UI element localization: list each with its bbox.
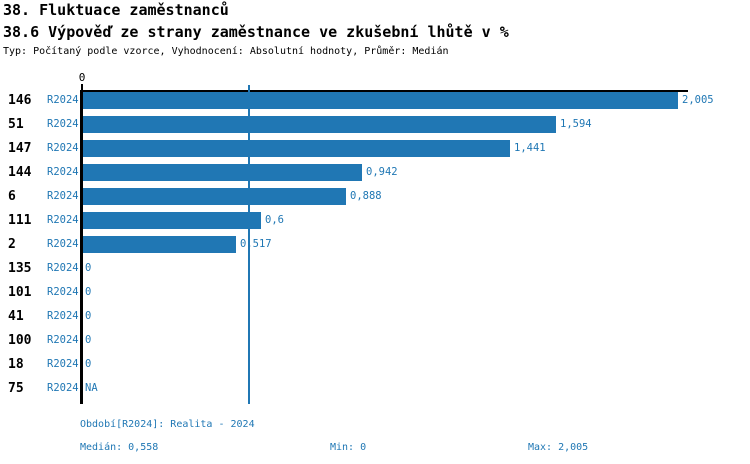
row-value-label: NA: [85, 382, 98, 394]
row-category-label: 75: [8, 381, 24, 396]
chart-row: 75 R2024 NA: [0, 380, 750, 397]
row-series-label: R2024: [47, 262, 79, 274]
row-value-label: 0,888: [350, 190, 382, 202]
row-value-label: 0: [85, 310, 92, 322]
value-bar: [83, 164, 362, 181]
chart-row: 146 R2024 2,005: [0, 92, 750, 109]
row-category-label: 6: [8, 189, 16, 204]
row-category-label: 111: [8, 213, 32, 228]
row-category-label: 147: [8, 141, 32, 156]
row-category-label: 100: [8, 333, 32, 348]
row-category-label: 146: [8, 93, 32, 108]
row-category-label: 101: [8, 285, 32, 300]
row-value-label: 1,594: [560, 118, 592, 130]
row-series-label: R2024: [47, 166, 79, 178]
row-series-label: R2024: [47, 214, 79, 226]
period-label: Období[R2024]: Realita - 2024: [80, 419, 255, 430]
chart-row: 101 R2024 0: [0, 284, 750, 301]
row-value-label: 0: [85, 334, 92, 346]
row-series-label: R2024: [47, 382, 79, 394]
report-title: 38. Fluktuace zaměstnanců: [3, 1, 229, 19]
row-category-label: 135: [8, 261, 32, 276]
x-axis-line: [81, 90, 688, 92]
value-bar: [83, 236, 236, 253]
row-value-label: 0: [85, 358, 92, 370]
row-value-label: 0: [85, 262, 92, 274]
x-axis-zero-tick-label: 0: [78, 71, 86, 84]
row-value-label: 0,517: [240, 238, 272, 250]
row-value-label: 2,005: [682, 94, 714, 106]
report-subtitle: 38.6 Výpověď ze strany zaměstnance ve zk…: [3, 23, 509, 41]
row-category-label: 41: [8, 309, 24, 324]
row-series-label: R2024: [47, 310, 79, 322]
value-bar: [83, 212, 261, 229]
row-series-label: R2024: [47, 334, 79, 346]
row-value-label: 1,441: [514, 142, 546, 154]
row-series-label: R2024: [47, 142, 79, 154]
chart-row: 100 R2024 0: [0, 332, 750, 349]
value-bar: [83, 92, 678, 109]
chart-row: 2 R2024 0,517: [0, 236, 750, 253]
chart-row: 135 R2024 0: [0, 260, 750, 277]
row-series-label: R2024: [47, 286, 79, 298]
row-category-label: 144: [8, 165, 32, 180]
row-series-label: R2024: [47, 190, 79, 202]
row-category-label: 51: [8, 117, 24, 132]
row-value-label: 0,6: [265, 214, 284, 226]
value-bar: [83, 140, 510, 157]
row-value-label: 0: [85, 286, 92, 298]
chart-row: 51 R2024 1,594: [0, 116, 750, 133]
chart-row: 144 R2024 0,942: [0, 164, 750, 181]
row-series-label: R2024: [47, 118, 79, 130]
row-value-label: 0,942: [366, 166, 398, 178]
row-series-label: R2024: [47, 358, 79, 370]
row-series-label: R2024: [47, 94, 79, 106]
chart-row: 41 R2024 0: [0, 308, 750, 325]
median-stat-label: Medián: 0,558: [80, 442, 159, 453]
value-bar: [83, 188, 346, 205]
row-category-label: 18: [8, 357, 24, 372]
max-stat-label: Max: 2,005: [528, 442, 589, 453]
x-axis-tick-mark: [81, 84, 83, 91]
y-axis-line: [80, 90, 83, 404]
median-reference-line: [248, 85, 250, 404]
chart-row: 111 R2024 0,6: [0, 212, 750, 229]
chart-row: 18 R2024 0: [0, 356, 750, 373]
chart-row: 6 R2024 0,888: [0, 188, 750, 205]
row-series-label: R2024: [47, 238, 79, 250]
row-category-label: 2: [8, 237, 16, 252]
value-bar: [83, 116, 556, 133]
report-meta-line: Typ: Počítaný podle vzorce, Vyhodnocení:…: [3, 46, 449, 57]
min-stat-label: Min: 0: [330, 442, 367, 453]
chart-row: 147 R2024 1,441: [0, 140, 750, 157]
